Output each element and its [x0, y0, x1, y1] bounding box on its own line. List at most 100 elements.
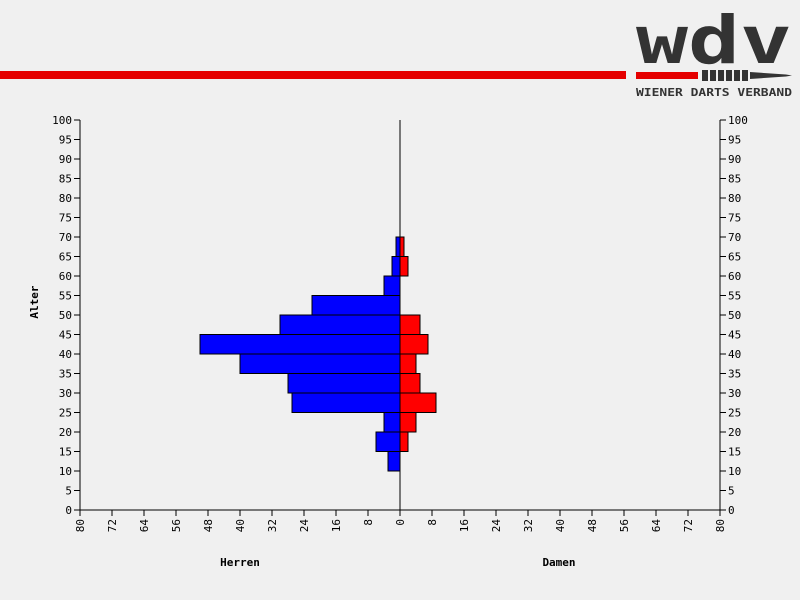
- dart-barrel-1: [702, 70, 708, 81]
- x-tick-label: 80: [74, 519, 87, 532]
- herren-bar: [279, 314, 401, 335]
- x-tick-label: 72: [106, 519, 119, 532]
- y-tick-label-left: 70: [59, 231, 72, 244]
- herren-bar: [199, 334, 401, 355]
- damen-bar: [399, 412, 417, 433]
- x-tick-label: 32: [266, 519, 279, 532]
- dart-barrel-3: [718, 70, 724, 81]
- y-tick-label-right: 20: [728, 426, 741, 439]
- y-tick-label-left: 75: [59, 212, 72, 225]
- y-tick-label-left: 10: [59, 465, 72, 478]
- herren-bar: [391, 256, 401, 277]
- damen-bar: [399, 236, 405, 257]
- y-tick-label-right: 100: [728, 114, 748, 127]
- x-tick-label: 24: [490, 519, 503, 533]
- damen-bar: [399, 392, 437, 413]
- herren-bar: [239, 353, 401, 374]
- x-tick-label: 64: [138, 519, 151, 533]
- y-tick-label-right: 85: [728, 173, 741, 186]
- herren-bar: [311, 295, 401, 316]
- y-tick-label-right: 55: [728, 290, 741, 303]
- herren-bar: [387, 451, 401, 472]
- x-tick-label: 48: [202, 519, 215, 532]
- y-tick-label-left: 40: [59, 348, 72, 361]
- dart-tip: [750, 72, 792, 79]
- dart-barrel-2: [710, 70, 716, 81]
- y-tick-label-right: 95: [728, 134, 741, 147]
- logo-tagline: WIENER DARTS VERBAND: [636, 86, 792, 99]
- y-tick-label-right: 60: [728, 270, 741, 283]
- damen-bar: [399, 314, 421, 335]
- logo-text: wdv: [636, 2, 792, 79]
- x-tick-label: 0: [394, 519, 407, 526]
- y-tick-label-left: 0: [65, 504, 72, 517]
- y-tick-label-left: 50: [59, 309, 72, 322]
- y-tick-label-right: 35: [728, 368, 741, 381]
- y-tick-label-right: 65: [728, 251, 741, 264]
- y-tick-label-right: 25: [728, 407, 741, 420]
- herren-bar: [287, 373, 401, 394]
- y-tick-label-right: 70: [728, 231, 741, 244]
- y-tick-label-left: 60: [59, 270, 72, 283]
- y-tick-label-right: 75: [728, 212, 741, 225]
- x-tick-label: 64: [650, 519, 663, 533]
- damen-bar: [399, 334, 429, 355]
- damen-bar: [399, 256, 409, 277]
- damen-bar: [399, 431, 409, 452]
- herren-bar: [291, 392, 401, 413]
- y-tick-label-left: 5: [65, 485, 72, 498]
- x-tick-label: 56: [170, 519, 183, 532]
- y-tick-label-left: 65: [59, 251, 72, 264]
- x-tick-label: 16: [330, 519, 343, 532]
- y-axis-label: Alter: [28, 285, 41, 318]
- y-tick-label-right: 5: [728, 485, 735, 498]
- y-tick-label-left: 15: [59, 446, 72, 459]
- herren-bar: [383, 275, 401, 296]
- dart-shaft: [636, 72, 698, 79]
- y-tick-label-left: 35: [59, 368, 72, 381]
- y-tick-label-right: 80: [728, 192, 741, 205]
- wdv-logo: wdv WIENER DARTS VERBAND: [636, 2, 792, 99]
- y-tick-label-right: 30: [728, 387, 741, 400]
- y-tick-label-left: 20: [59, 426, 72, 439]
- herren-label: Herren: [220, 556, 260, 569]
- y-tick-label-left: 85: [59, 173, 72, 186]
- y-tick-label-left: 90: [59, 153, 72, 166]
- x-tick-label: 24: [298, 519, 311, 533]
- damen-label: Damen: [542, 556, 575, 569]
- x-tick-label: 56: [618, 519, 631, 532]
- y-tick-label-right: 0: [728, 504, 735, 517]
- y-tick-label-right: 10: [728, 465, 741, 478]
- x-tick-label: 40: [234, 519, 247, 532]
- x-tick-label: 8: [426, 519, 439, 526]
- y-tick-label-left: 95: [59, 134, 72, 147]
- header-red-line: [0, 71, 626, 79]
- x-tick-label: 72: [682, 519, 695, 532]
- x-tick-label: 32: [522, 519, 535, 532]
- y-tick-label-left: 45: [59, 329, 72, 342]
- x-tick-label: 80: [714, 519, 727, 532]
- chart-bars: [199, 120, 437, 510]
- y-tick-label-left: 55: [59, 290, 72, 303]
- y-tick-label-right: 15: [728, 446, 741, 459]
- damen-bar: [399, 373, 421, 394]
- x-tick-label: 40: [554, 519, 567, 532]
- y-tick-label-right: 40: [728, 348, 741, 361]
- y-tick-label-left: 25: [59, 407, 72, 420]
- y-tick-label-right: 50: [728, 309, 741, 322]
- damen-bar: [399, 353, 417, 374]
- x-tick-label: 48: [586, 519, 599, 532]
- y-tick-label-left: 30: [59, 387, 72, 400]
- dart-barrel-4: [726, 70, 732, 81]
- y-tick-label-left: 100: [52, 114, 72, 127]
- herren-bar: [383, 412, 401, 433]
- y-tick-label-right: 45: [728, 329, 741, 342]
- x-tick-label: 16: [458, 519, 471, 532]
- y-tick-label-left: 80: [59, 192, 72, 205]
- y-tick-label-right: 90: [728, 153, 741, 166]
- x-tick-label: 8: [362, 519, 375, 526]
- herren-bar: [395, 236, 401, 257]
